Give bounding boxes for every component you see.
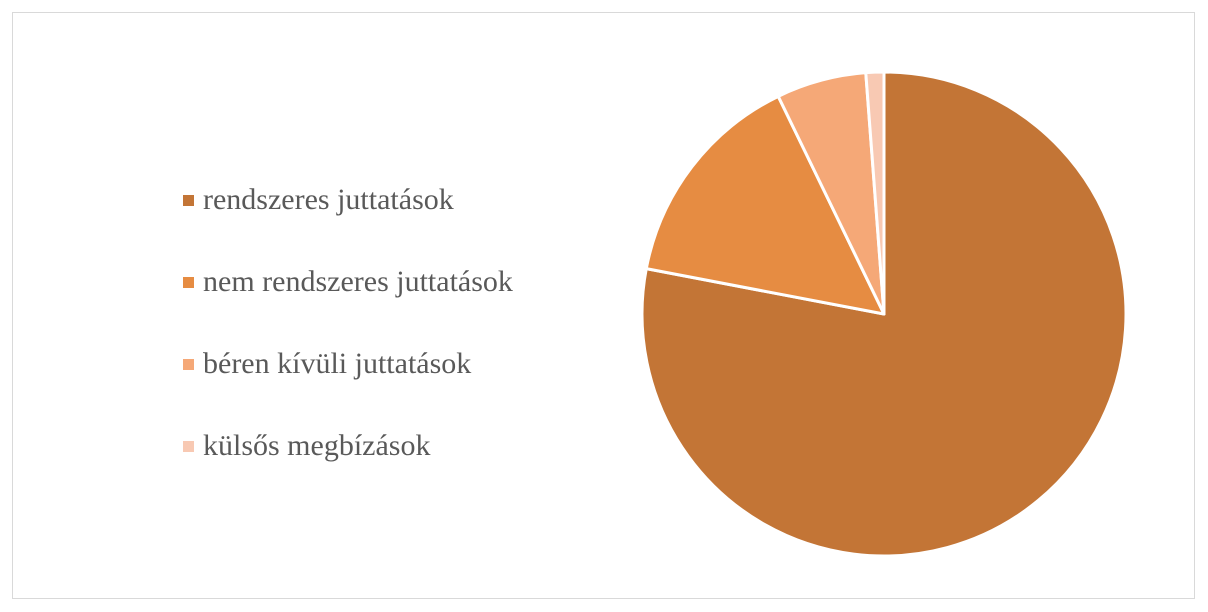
legend: rendszeres juttatások nem rendszeres jut… bbox=[183, 180, 583, 508]
legend-label-beren-kivuli: béren kívüli juttatások bbox=[203, 347, 472, 380]
legend-swatch-nem-rendszeres bbox=[183, 277, 194, 288]
pie-slices bbox=[640, 70, 1128, 558]
legend-label-rendszeres: rendszeres juttatások bbox=[203, 183, 454, 216]
legend-label-nem-rendszeres: nem rendszeres juttatások bbox=[203, 265, 513, 298]
pie-slice-1 bbox=[644, 94, 886, 316]
legend-swatch-rendszeres bbox=[183, 195, 194, 206]
legend-item-rendszeres: rendszeres juttatások bbox=[183, 180, 583, 262]
legend-label-kulsos: külsős megbízások bbox=[203, 429, 431, 462]
legend-item-nem-rendszeres: nem rendszeres juttatások bbox=[183, 262, 583, 344]
legend-item-kulsos: külsős megbízások bbox=[183, 426, 583, 508]
legend-swatch-kulsos bbox=[183, 441, 194, 452]
pie-slice-3 bbox=[864, 70, 886, 316]
legend-swatch-beren-kivuli bbox=[183, 359, 194, 370]
legend-item-beren-kivuli: béren kívüli juttatások bbox=[183, 344, 583, 426]
